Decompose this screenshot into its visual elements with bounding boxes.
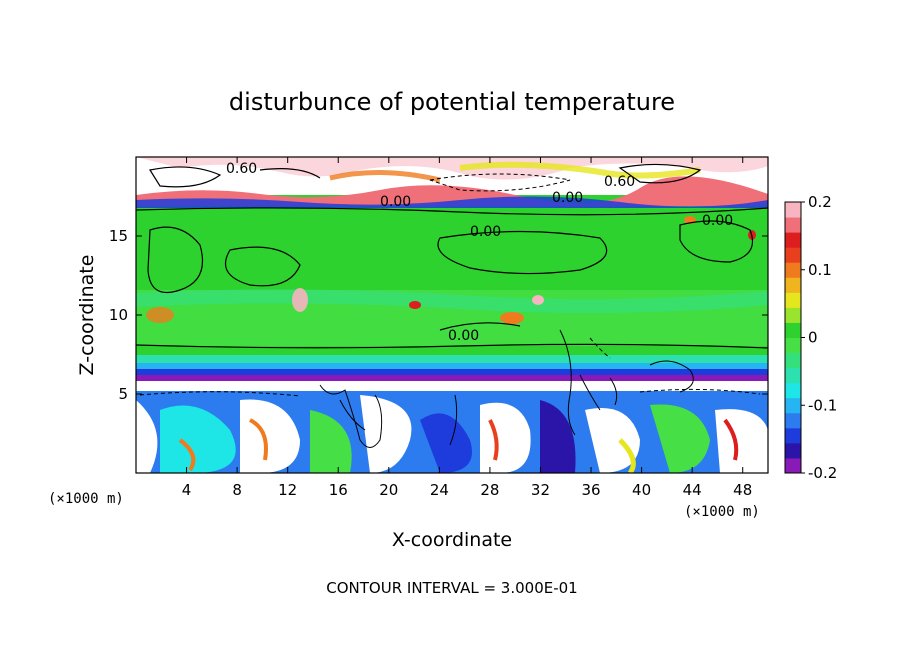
x-tick-label: 48 — [733, 481, 752, 499]
cyan-band — [136, 355, 768, 365]
contour-label: 0.00 — [470, 224, 501, 240]
x-tick-label: 12 — [278, 481, 297, 499]
colorbar-tick-label: -0.2 — [808, 464, 837, 482]
contour-lines — [136, 163, 768, 349]
x-tick-label: 28 — [480, 481, 499, 499]
x-unit-right: (×1000 m) — [684, 504, 760, 520]
colorbar-tick-label: 0 — [808, 329, 818, 347]
contour-label: 0.00 — [702, 213, 733, 229]
y-axis: 5 10 15 — [109, 227, 768, 403]
colorbar-segment — [785, 292, 801, 308]
colorbar: 0.2 0.1 0 -0.1 -0.2 — [784, 193, 837, 482]
colorbar-segment — [785, 427, 801, 444]
purple-band — [136, 375, 768, 381]
y-tick-label: 15 — [109, 227, 128, 245]
colorbar-segment — [785, 277, 801, 293]
colorbar-tick-label: 0.2 — [808, 193, 832, 211]
x-tick-label: 40 — [632, 481, 651, 499]
y-axis-label: Z-coordinate — [76, 255, 98, 376]
colorbar-segment — [785, 262, 801, 278]
colorbar-segment — [785, 202, 801, 218]
y-tick-label: 10 — [109, 306, 128, 324]
contour-label: 0.00 — [448, 328, 479, 344]
colorbar-segment — [785, 232, 801, 248]
colorbar-tick-label: 0.1 — [808, 261, 832, 279]
turbulent-contours — [319, 329, 694, 448]
colorbar-segment — [785, 322, 801, 338]
x-tick-label: 32 — [531, 481, 550, 499]
contour-label: 0.00 — [552, 190, 583, 206]
x-tick-label: 4 — [182, 481, 192, 499]
x-tick-label: 8 — [232, 481, 242, 499]
dashed-contours — [139, 173, 761, 397]
contour-label: 0.00 — [380, 194, 411, 210]
colorbar-segment — [785, 367, 801, 384]
x-tick-label: 36 — [581, 481, 600, 499]
x-tick-label: 44 — [683, 481, 702, 499]
x-axis: 4 8 12 16 20 24 28 32 36 40 44 48 — [182, 157, 752, 499]
colorbar-segment — [785, 307, 801, 323]
x-tick-label: 20 — [379, 481, 398, 499]
x-tick-label: 16 — [329, 481, 348, 499]
colorbar-segment — [785, 397, 801, 414]
y-tick-label: 5 — [118, 385, 128, 403]
chart-title: disturbunce of potential temperature — [229, 88, 675, 116]
colorbar-segment — [785, 412, 801, 429]
contour-label: 0.60 — [604, 174, 635, 190]
upper-pink-blob — [136, 157, 768, 180]
colorbar-segment — [785, 247, 801, 263]
x-tick-label: 24 — [430, 481, 449, 499]
contour-label: 0.60 — [226, 161, 257, 177]
colorbar-segment — [785, 217, 801, 233]
colorbar-segment — [785, 382, 801, 399]
colorbar-segment — [785, 457, 801, 474]
x-axis-label: X-coordinate — [392, 529, 512, 551]
contour-interval-note: CONTOUR INTERVAL = 3.000E-01 — [326, 579, 577, 597]
colorbar-segment — [785, 337, 801, 354]
upper-warm-edge — [136, 176, 768, 206]
plot-area: 0.60 0.60 0.00 0.00 0.00 0.00 0.00 — [136, 157, 768, 473]
upper-cold-edge — [136, 196, 768, 208]
colorbar-segment — [785, 442, 801, 459]
colorbar-tick-label: -0.1 — [808, 396, 837, 414]
x-unit-left: (×1000 m) — [48, 491, 124, 507]
colorbar-segment — [785, 352, 801, 369]
